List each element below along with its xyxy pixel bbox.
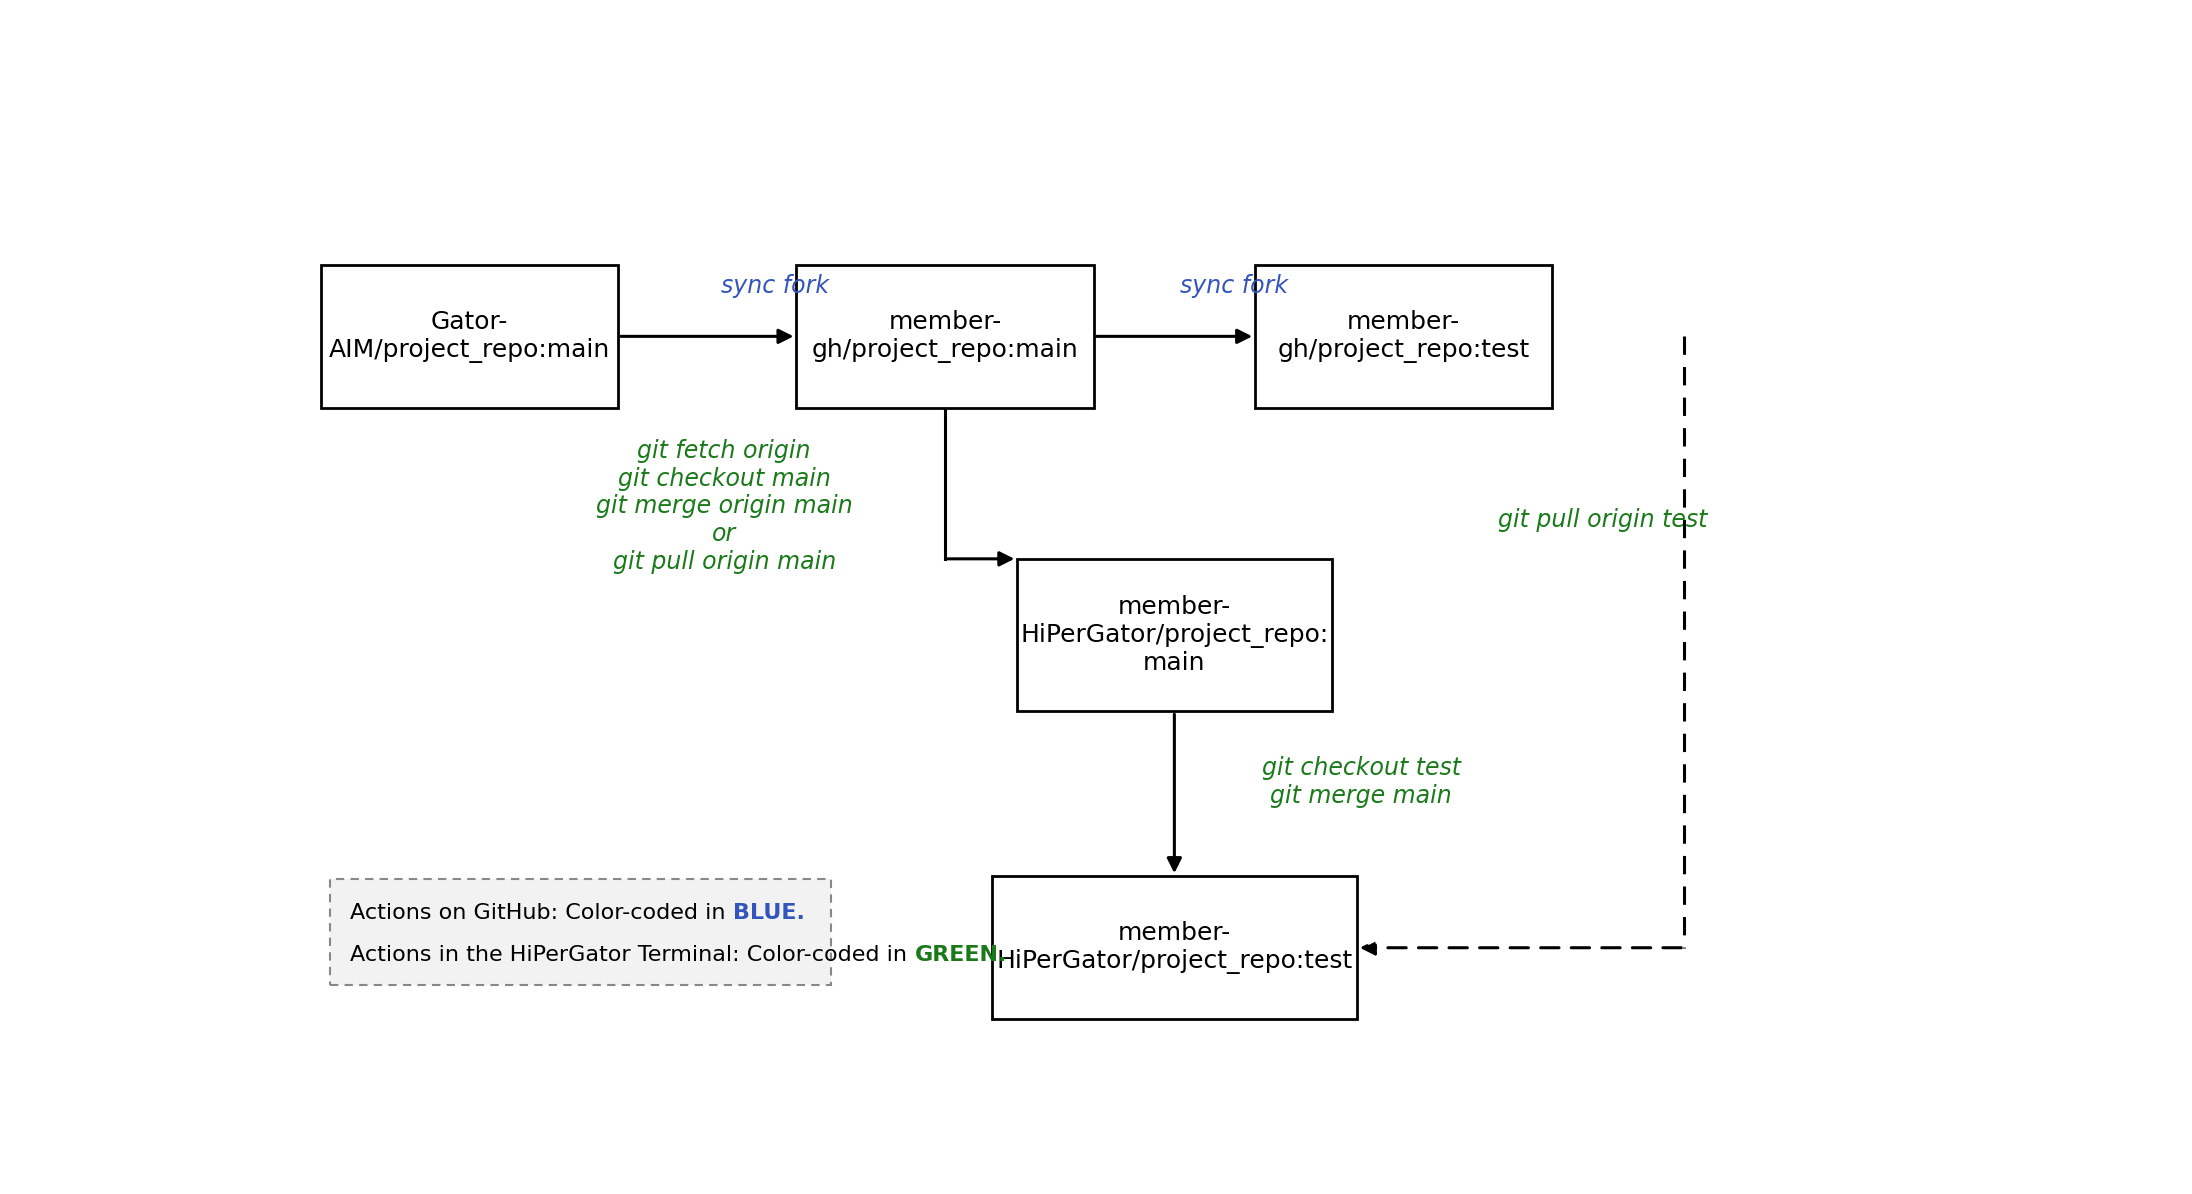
Text: member-
gh/project_repo:main: member- gh/project_repo:main [811, 310, 1078, 363]
Text: sync fork: sync fork [721, 273, 829, 297]
Text: git pull origin test: git pull origin test [1497, 509, 1708, 533]
Text: GREEN.: GREEN. [914, 944, 1006, 965]
Text: sync fork: sync fork [1179, 273, 1289, 297]
Text: Gator-
AIM/project_repo:main: Gator- AIM/project_repo:main [329, 310, 609, 363]
FancyBboxPatch shape [1256, 265, 1552, 407]
Text: Actions in the HiPerGator Terminal: Color-coded in: Actions in the HiPerGator Terminal: Colo… [351, 944, 914, 965]
Text: member-
HiPerGator/project_repo:
main: member- HiPerGator/project_repo: main [1019, 595, 1328, 676]
FancyBboxPatch shape [991, 876, 1357, 1018]
FancyBboxPatch shape [1017, 559, 1331, 710]
Text: git checkout test
git merge main: git checkout test git merge main [1263, 756, 1460, 808]
Text: member-
HiPerGator/project_repo:test: member- HiPerGator/project_repo:test [995, 922, 1352, 974]
FancyBboxPatch shape [331, 879, 831, 985]
FancyBboxPatch shape [796, 265, 1094, 407]
Text: member-
gh/project_repo:test: member- gh/project_repo:test [1278, 310, 1530, 363]
FancyBboxPatch shape [320, 265, 618, 407]
Text: git fetch origin
git checkout main
git merge origin main
or
git pull origin main: git fetch origin git checkout main git m… [596, 439, 853, 574]
Text: BLUE.: BLUE. [732, 903, 804, 923]
Text: Actions on GitHub: Color-coded in: Actions on GitHub: Color-coded in [351, 903, 732, 923]
